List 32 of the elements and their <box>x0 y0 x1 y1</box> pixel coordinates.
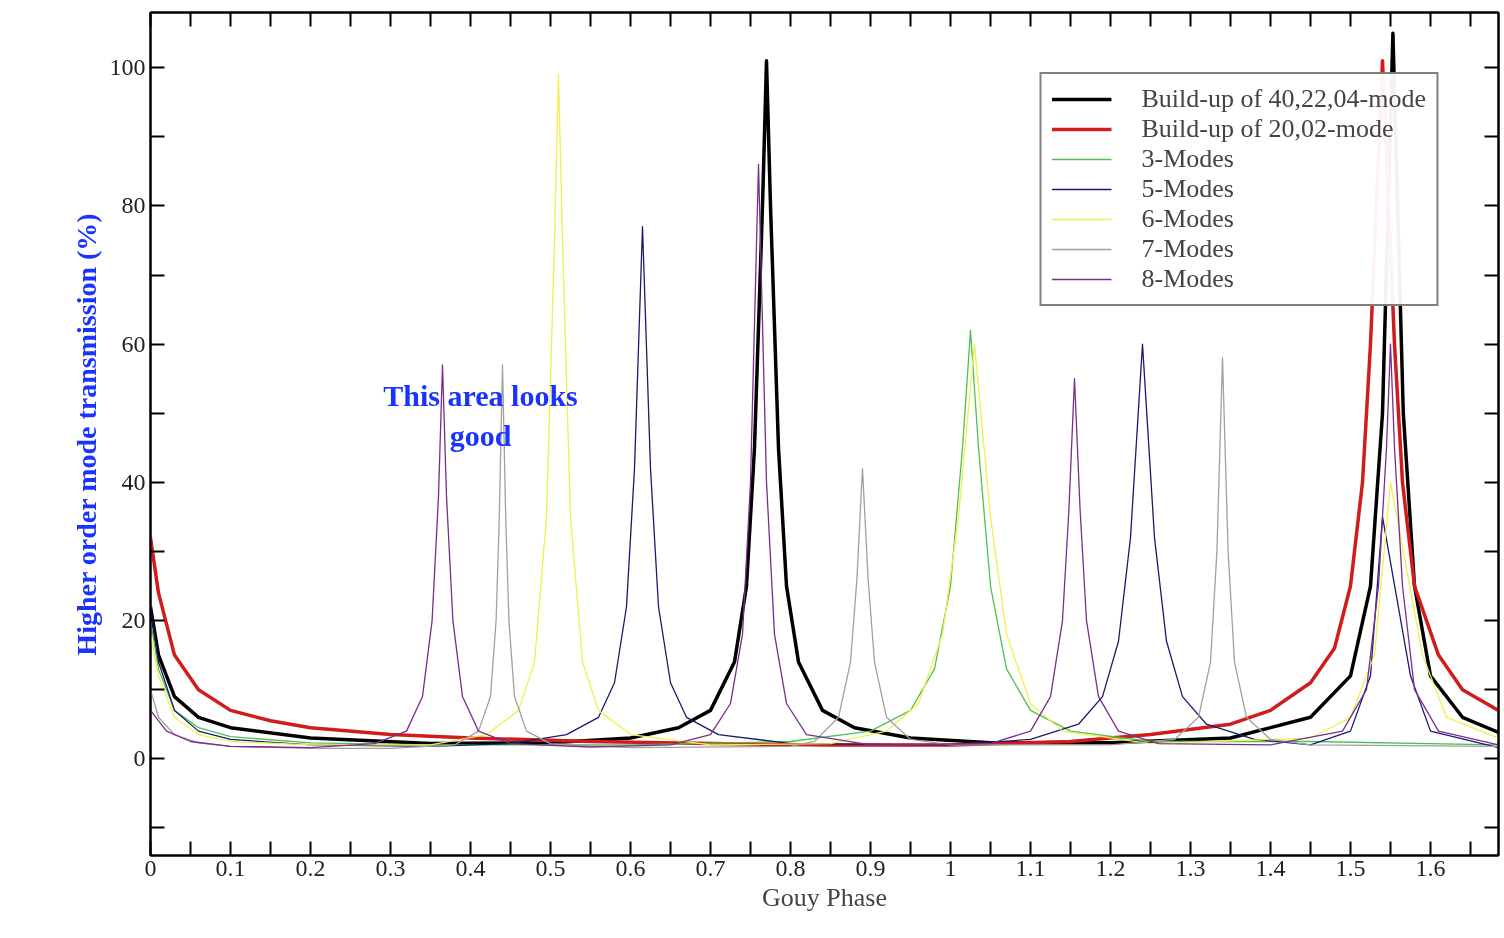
x-tick-label: 1.6 <box>1415 854 1446 881</box>
x-tick-label: 0.4 <box>455 854 486 881</box>
x-tick-label: 0.7 <box>695 854 726 881</box>
x-axis-title: Gouy Phase <box>762 882 887 912</box>
x-tick-label: 0.6 <box>615 854 646 881</box>
legend-label: Build-up of 40,22,04-mode <box>1141 84 1426 114</box>
legend-label: Build-up of 20,02-mode <box>1141 114 1394 144</box>
legend-label: 5-Modes <box>1141 174 1234 204</box>
x-tick-label: 1.5 <box>1335 854 1366 881</box>
x-tick-label: 0.5 <box>535 854 566 881</box>
x-tick-label: 0.3 <box>375 854 406 881</box>
x-tick-label: 0.1 <box>215 854 246 881</box>
x-tick-label: 1.3 <box>1175 854 1206 881</box>
y-tick-label: 80 <box>121 192 146 219</box>
x-tick-label: 1.4 <box>1255 854 1286 881</box>
legend-label: 7-Modes <box>1141 234 1234 264</box>
y-axis-title: Higher order mode transmission (%) <box>70 213 102 656</box>
x-tick-label: 0.2 <box>295 854 326 881</box>
y-tick-label: 40 <box>121 468 146 495</box>
x-tick-label: 0.9 <box>855 854 886 881</box>
y-tick-label: 0 <box>133 745 146 772</box>
legend-label: 6-Modes <box>1141 204 1234 234</box>
x-tick-label: 1 <box>944 854 957 881</box>
y-tick-label: 60 <box>121 330 146 357</box>
x-tick-label: 0.8 <box>775 854 806 881</box>
x-tick-label: 1.1 <box>1015 854 1046 881</box>
y-tick-label: 100 <box>109 54 146 81</box>
y-tick-label: 20 <box>121 607 146 634</box>
legend-label: 8-Modes <box>1141 264 1234 294</box>
annotation: This area looks good <box>383 379 578 452</box>
legend-label: 3-Modes <box>1141 144 1234 174</box>
x-tick-label: 1.2 <box>1095 854 1126 881</box>
